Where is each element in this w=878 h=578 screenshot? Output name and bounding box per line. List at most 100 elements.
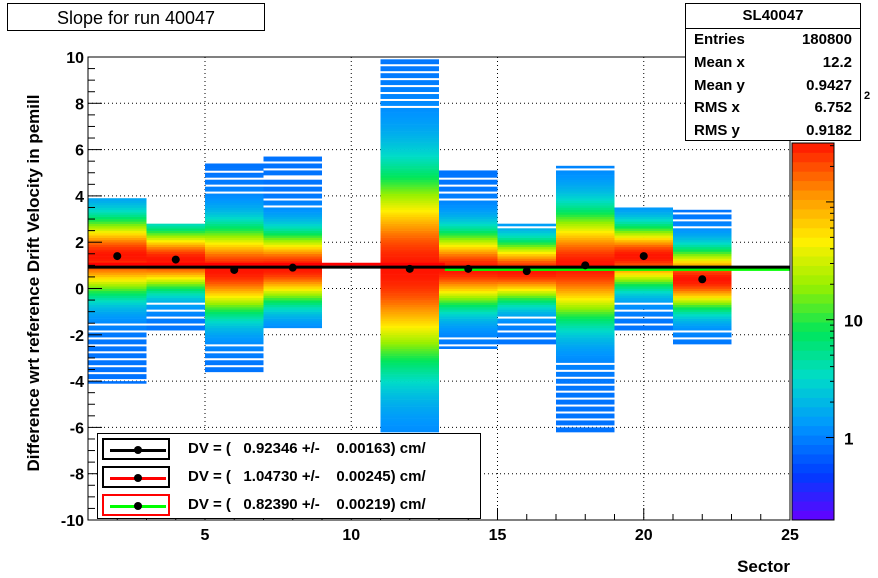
heatmap-cell — [439, 230, 498, 234]
heatmap-cell — [556, 286, 615, 289]
heatmap-cell — [380, 154, 439, 157]
heatmap-cell — [380, 320, 439, 324]
heatmap-cell — [614, 276, 673, 280]
y-tick-label: 8 — [75, 96, 84, 113]
heatmap-cell — [673, 235, 732, 238]
heatmap-cell — [439, 235, 498, 238]
heatmap-cell — [673, 272, 732, 275]
heatmap-cell — [497, 276, 556, 280]
heatmap-cell — [439, 325, 498, 329]
heatmap-cell — [205, 168, 264, 171]
heatmap-cell — [146, 318, 205, 322]
heatmap-cell — [263, 232, 322, 236]
heatmap-cell — [556, 235, 615, 238]
heatmap-cell — [556, 228, 615, 231]
heatmap-cell — [88, 290, 147, 294]
heatmap-cell — [88, 355, 147, 359]
heatmap-cell — [439, 339, 498, 343]
heatmap-cell — [439, 225, 498, 229]
heatmap-cell — [556, 172, 615, 176]
heatmap-cell — [439, 256, 498, 259]
heatmap-cell — [556, 272, 615, 275]
stats-value: 12.2 — [822, 53, 852, 71]
heatmap-cell — [439, 249, 498, 252]
heatmap-cell — [673, 283, 732, 287]
heatmap-cell — [88, 353, 147, 356]
heatmap-cell — [205, 223, 264, 227]
heatmap-cell — [497, 244, 556, 248]
heatmap-cell — [380, 188, 439, 192]
heatmap-cell — [673, 239, 732, 243]
stats-row-rms-y: RMS y 0.9182 — [686, 120, 860, 143]
stats-value: 0.9427 — [806, 76, 852, 94]
heatmap-cell — [263, 279, 322, 282]
heatmap-cell — [673, 309, 732, 312]
heatmap-cell — [88, 295, 147, 299]
heatmap-cell — [439, 330, 498, 333]
heatmap-cell — [556, 221, 615, 224]
heatmap-cell — [614, 279, 673, 282]
heatmap-cell — [380, 175, 439, 178]
heatmap-cell — [146, 223, 205, 227]
heatmap-cell — [380, 364, 439, 368]
colorbar-segment — [792, 171, 834, 182]
heatmap-cell — [556, 323, 615, 326]
heatmap-cell — [439, 209, 498, 213]
heatmap-cell — [439, 223, 498, 227]
colorbar-segment — [792, 265, 834, 276]
heatmap-cell — [380, 383, 439, 387]
stats-row-mean-y: Mean y 0.9427 — [686, 75, 860, 98]
heatmap-cell — [380, 124, 439, 127]
heatmap-cell — [673, 290, 732, 294]
stats-row-mean-x: Mean x 12.2 — [686, 52, 860, 75]
heatmap-cell — [380, 212, 439, 215]
heatmap-cell — [380, 422, 439, 426]
chart-title: Slope for run 40047 — [7, 3, 265, 31]
heatmap-cell — [614, 300, 673, 303]
heatmap-cell — [380, 413, 439, 417]
heatmap-cell — [614, 290, 673, 294]
heatmap-cell — [439, 244, 498, 248]
heatmap-cell — [673, 216, 732, 220]
heatmap-cell — [205, 339, 264, 343]
heatmap-cell — [556, 304, 615, 308]
heatmap-cell — [88, 212, 147, 215]
heatmap-cell — [380, 158, 439, 162]
heatmap-cell — [146, 311, 205, 315]
heatmap-cell — [439, 170, 498, 174]
heatmap-cell — [380, 223, 439, 227]
heatmap-cell — [439, 297, 498, 301]
heatmap-cell — [380, 330, 439, 333]
heatmap-cell — [263, 297, 322, 301]
colorbar-segment — [792, 284, 834, 295]
heatmap-cell — [556, 346, 615, 349]
heatmap-cell — [673, 209, 732, 213]
heatmap-cell — [205, 214, 264, 218]
heatmap-cell — [556, 427, 615, 431]
heatmap-cell — [88, 272, 147, 275]
heatmap-cell — [380, 144, 439, 148]
stats-label: Mean y — [694, 76, 745, 94]
heatmap-cell — [380, 360, 439, 363]
heatmap-cell — [146, 307, 205, 310]
heatmap-cell — [146, 246, 205, 250]
heatmap-cell — [497, 258, 556, 262]
heatmap-cell — [380, 133, 439, 137]
heatmap-cell — [556, 207, 615, 211]
heatmap-cell — [614, 230, 673, 234]
heatmap-cell — [263, 212, 322, 215]
heatmap-cell — [380, 408, 439, 412]
heatmap-cell — [380, 286, 439, 289]
colorbar-segment — [792, 463, 834, 474]
stats-row-entries: Entries 180800 — [686, 29, 860, 52]
heatmap-cell — [380, 288, 439, 292]
heatmap-cell — [263, 156, 322, 160]
heatmap-cell — [673, 269, 732, 273]
heatmap-cell — [497, 295, 556, 299]
heatmap-cell — [497, 332, 556, 336]
heatmap-cell — [205, 360, 264, 363]
heatmap-cell — [556, 415, 615, 419]
heatmap-cell — [88, 325, 147, 329]
heatmap-cell — [614, 249, 673, 252]
colorbar-segment — [792, 340, 834, 351]
